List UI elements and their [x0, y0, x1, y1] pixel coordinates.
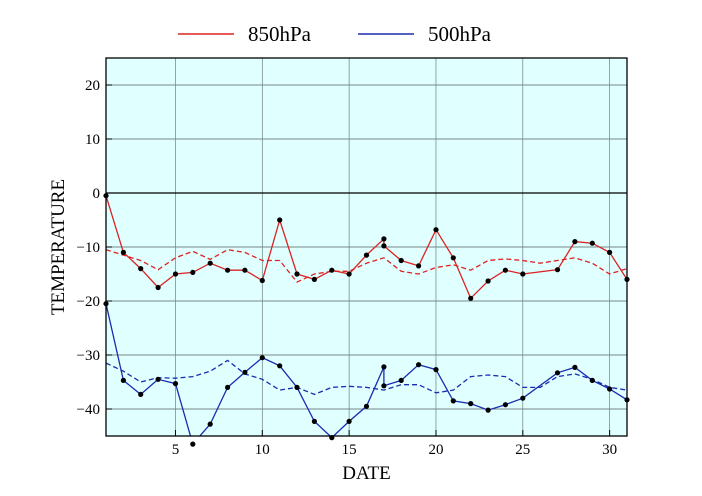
data-point-850hpa: [120, 249, 126, 255]
data-point-500hpa: [277, 363, 283, 369]
data-point-500hpa: [259, 355, 265, 361]
data-point-500hpa: [468, 401, 474, 407]
data-point-850hpa: [225, 267, 231, 273]
y-tick-label: −20: [77, 294, 100, 310]
x-tick-label: 15: [342, 442, 357, 458]
axis-ticks: 5 10 15 20 25 30 20 10 0 −10 −20 −30 −40: [77, 78, 618, 458]
data-point-850hpa: [381, 236, 387, 242]
data-point-850hpa: [381, 243, 387, 249]
series-line-850hpa-mean: [106, 249, 627, 283]
data-point-850hpa: [502, 267, 508, 273]
data-point-500hpa: [624, 397, 630, 403]
y-tick-label: 10: [85, 132, 100, 148]
legend-label-500hpa: 500hPa: [428, 22, 492, 46]
data-point-850hpa: [468, 295, 474, 301]
legend: 850hPa 500hPa: [178, 22, 492, 46]
data-point-850hpa: [450, 255, 456, 261]
data-point-850hpa: [433, 227, 439, 233]
x-tick-label: 10: [255, 442, 270, 458]
data-point-850hpa: [346, 271, 352, 277]
data-point-500hpa: [381, 383, 387, 389]
series-line-500hpa-mean: [106, 359, 627, 396]
data-point-850hpa: [329, 267, 335, 273]
data-point-850hpa: [624, 276, 630, 282]
data-point-500hpa: [363, 403, 370, 409]
data-point-850hpa: [607, 249, 613, 255]
x-tick-label: 5: [172, 442, 180, 458]
data-point-850hpa: [259, 277, 265, 284]
data-point-850hpa: [398, 257, 404, 264]
data-point-850hpa: [589, 240, 595, 246]
data-point-500hpa: [416, 362, 422, 368]
data-point-500hpa: [589, 377, 595, 383]
data-point-850hpa: [138, 266, 144, 272]
y-tick-label: 20: [85, 78, 100, 94]
data-point-850hpa: [277, 217, 283, 223]
data-point-850hpa: [311, 276, 317, 282]
data-point-500hpa: [502, 402, 508, 408]
data-point-500hpa: [190, 441, 196, 447]
data-point-500hpa: [120, 377, 126, 383]
data-point-500hpa: [572, 364, 578, 370]
data-point-850hpa: [554, 267, 561, 273]
y-tick-label: −10: [77, 240, 100, 256]
y-tick-label: 0: [93, 186, 101, 202]
data-point-850hpa: [294, 271, 300, 277]
data-point-850hpa: [416, 263, 422, 269]
data-point-500hpa: [485, 407, 491, 413]
data-point-500hpa: [346, 418, 352, 424]
y-axis-title: TEMPERATURE: [48, 179, 69, 315]
data-point-850hpa: [520, 271, 526, 277]
data-point-850hpa: [155, 284, 161, 291]
grid: [106, 58, 627, 436]
data-point-500hpa: [329, 435, 335, 441]
y-tick-label: −40: [77, 402, 100, 418]
data-point-850hpa: [242, 267, 248, 273]
data-point-850hpa: [207, 260, 213, 266]
data-point-500hpa: [554, 370, 561, 376]
data-point-500hpa: [607, 386, 613, 392]
data-point-500hpa: [155, 376, 161, 382]
data-point-500hpa: [433, 367, 439, 373]
data-point-850hpa: [172, 271, 179, 277]
data-point-500hpa: [398, 377, 404, 383]
x-tick-label: 20: [428, 442, 443, 458]
legend-label-850hpa: 850hPa: [248, 22, 312, 46]
data-point-500hpa: [450, 398, 456, 404]
x-tick-label: 25: [515, 442, 530, 458]
data-point-850hpa: [485, 278, 491, 284]
data-point-850hpa: [363, 252, 370, 258]
data-point-500hpa: [172, 381, 179, 387]
data-point-500hpa: [138, 391, 144, 397]
y-tick-label: −30: [77, 348, 100, 364]
x-axis-title: DATE: [342, 463, 391, 484]
data-point-500hpa: [207, 421, 213, 427]
data-point-500hpa: [294, 384, 300, 390]
data-point-850hpa: [190, 269, 196, 275]
data-point-500hpa: [381, 364, 387, 370]
data-point-500hpa: [225, 384, 231, 390]
data-point-500hpa: [242, 369, 248, 375]
data-point-500hpa: [103, 301, 109, 307]
x-tick-label: 30: [602, 442, 617, 458]
data-point-850hpa: [103, 193, 109, 199]
data-point-500hpa: [520, 395, 526, 401]
data-point-500hpa: [311, 418, 317, 424]
data-point-850hpa: [572, 239, 578, 245]
